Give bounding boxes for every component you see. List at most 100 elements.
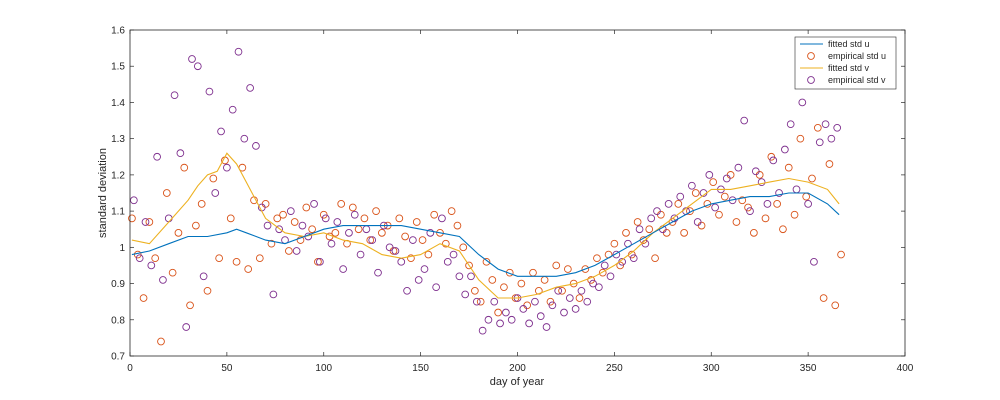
scatter-point-empirical-std-v <box>188 55 196 63</box>
scatter-point-empirical-std-v <box>176 149 185 158</box>
scatter-point-empirical-std-u <box>587 276 595 284</box>
x-tick-label: 100 <box>315 363 332 374</box>
series-empirical-std-u <box>128 123 845 346</box>
scatter-point-empirical-std-v <box>525 319 533 328</box>
x-tick-label: 200 <box>509 363 526 374</box>
scatter-point-empirical-std-u <box>267 239 276 248</box>
scatter-point-empirical-std-v <box>374 268 382 277</box>
scatter-point-empirical-std-u <box>372 207 380 215</box>
scatter-point-empirical-std-u <box>790 210 799 219</box>
scatter-point-empirical-std-u <box>244 265 253 273</box>
scatter-point-empirical-std-v <box>531 297 539 306</box>
legend: fitted std u empirical std u fitted std … <box>794 36 897 90</box>
scatter-point-empirical-std-v <box>252 142 260 150</box>
scatter-point-empirical-std-v <box>135 254 144 263</box>
y-tick-label: 1.3 <box>111 134 125 145</box>
y-tick-label: 0.9 <box>111 279 125 290</box>
scatter-point-empirical-std-v <box>653 207 661 215</box>
scatter-point-empirical-std-u <box>290 218 299 226</box>
scatter-point-empirical-std-u <box>715 210 723 219</box>
scatter-point-empirical-std-u <box>610 239 619 248</box>
y-tick-label: 1.1 <box>111 207 125 218</box>
scatter-point-empirical-std-u <box>471 286 479 295</box>
scatter-point-empirical-std-v <box>350 210 359 219</box>
legend-label-empirical-v: empirical std v <box>828 75 886 85</box>
scatter-point-empirical-std-v <box>478 326 487 335</box>
scatter-point-empirical-std-v <box>722 174 731 183</box>
scatter-point-empirical-std-u <box>215 254 223 263</box>
scatter-point-empirical-std-u <box>500 283 508 292</box>
x-tick-label: 50 <box>221 363 233 374</box>
scatter-point-empirical-std-v <box>205 87 214 96</box>
scatter-point-empirical-std-v <box>159 276 167 284</box>
scatter-point-empirical-std-v <box>356 250 365 259</box>
scatter-point-empirical-std-v <box>240 134 249 143</box>
scatter-point-empirical-std-v <box>560 308 568 317</box>
scatter-point-empirical-std-v <box>571 305 580 313</box>
scatter-point-empirical-std-u <box>459 243 468 252</box>
x-axis-ticks: 0 50 100 150 200 250 300 350 400 <box>127 30 914 374</box>
scatter-point-empirical-std-v <box>635 225 644 234</box>
series-line-fitted-std-u <box>131 192 840 277</box>
scatter-point-empirical-std-v <box>275 225 284 234</box>
y-tick-label: 0.8 <box>111 315 125 326</box>
scatter-point-empirical-std-u <box>348 203 357 212</box>
scatter-point-empirical-std-v <box>292 247 301 255</box>
scatter-point-empirical-std-u <box>744 203 752 212</box>
y-axis-ticks: 0.7 0.8 0.9 1 1.1 1.2 1.3 1.4 1.5 1.6 <box>111 26 905 363</box>
scatter-point-empirical-std-v <box>507 315 516 324</box>
scatter-point-empirical-std-u <box>157 337 165 346</box>
scatter-point-empirical-std-u <box>598 268 607 277</box>
legend-swatch-empirical-u <box>807 52 815 60</box>
scatter-point-empirical-std-v <box>345 228 353 237</box>
scatter-point-empirical-std-v <box>502 308 510 317</box>
scatter-point-empirical-std-v <box>228 105 237 114</box>
scatter-point-empirical-std-u <box>232 257 241 266</box>
legend-label-fitted-v: fitted std v <box>828 63 870 73</box>
scatter-point-empirical-std-v <box>763 200 772 208</box>
scatter-point-empirical-std-u <box>412 218 421 226</box>
scatter-point-empirical-std-v <box>600 261 609 270</box>
scatter-point-empirical-std-u <box>575 294 584 302</box>
scatter-point-empirical-std-v <box>827 134 836 143</box>
scatter-point-empirical-std-v <box>298 221 307 230</box>
scatter-point-empirical-std-v <box>461 290 470 299</box>
scatter-point-empirical-std-v <box>734 163 743 172</box>
scatter-point-empirical-std-u <box>139 294 148 302</box>
scatter-point-empirical-std-u <box>709 178 718 186</box>
scatter-point-empirical-std-u <box>720 192 729 201</box>
scatter-point-empirical-std-v <box>141 218 150 226</box>
scatter-point-empirical-std-v <box>670 214 679 223</box>
x-axis-label: day of year <box>490 376 545 388</box>
scatter-point-empirical-std-u <box>273 214 282 223</box>
scatter-point-empirical-std-u <box>581 265 590 273</box>
x-tick-label: 350 <box>800 363 817 374</box>
scatter-point-empirical-std-u <box>494 308 502 317</box>
scatter-point-empirical-std-u <box>226 214 235 223</box>
scatter-point-empirical-std-u <box>546 297 555 306</box>
scatter-point-empirical-std-v <box>391 247 400 255</box>
legend-label-fitted-u: fitted std u <box>828 39 870 49</box>
scatter-point-empirical-std-v <box>426 228 435 237</box>
series-line-fitted-std-v <box>131 152 840 299</box>
scatter-point-empirical-std-u <box>750 228 758 237</box>
scatter-point-empirical-std-u <box>314 257 322 266</box>
scatter-point-empirical-std-v <box>606 272 615 281</box>
scatter-point-empirical-std-u <box>645 225 654 234</box>
scatter-point-empirical-std-u <box>453 221 462 230</box>
scatter-point-empirical-std-v <box>484 315 493 324</box>
scatter-point-empirical-std-v <box>449 250 458 259</box>
scatter-point-empirical-std-u <box>395 214 404 223</box>
scatter-point-empirical-std-u <box>784 163 793 172</box>
scatter-point-empirical-std-u <box>401 232 409 241</box>
scatter-point-empirical-std-v <box>316 257 324 266</box>
scatter-point-empirical-std-v <box>751 167 760 176</box>
scatter-point-empirical-std-v <box>263 221 272 230</box>
scatter-point-empirical-std-v <box>810 257 818 266</box>
x-tick-label: 400 <box>897 363 914 374</box>
scatter-point-empirical-std-v <box>664 200 673 208</box>
scatter-point-empirical-std-v <box>815 138 824 147</box>
scatter-point-empirical-std-v <box>711 203 719 212</box>
scatter-point-empirical-std-v <box>403 286 411 295</box>
scatter-point-empirical-std-v <box>438 214 446 223</box>
